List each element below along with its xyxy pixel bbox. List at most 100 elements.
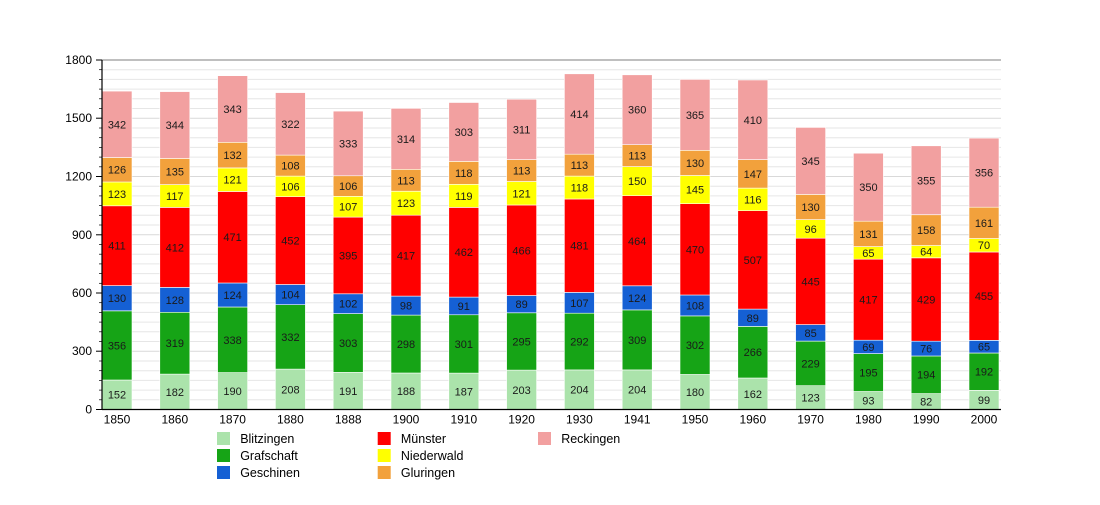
svg-text:466: 466 bbox=[512, 245, 530, 257]
svg-text:411: 411 bbox=[108, 241, 126, 253]
svg-text:1900: 1900 bbox=[393, 413, 420, 427]
svg-text:128: 128 bbox=[166, 295, 184, 307]
svg-text:481: 481 bbox=[570, 241, 588, 253]
svg-text:333: 333 bbox=[339, 138, 357, 150]
svg-text:113: 113 bbox=[397, 175, 415, 187]
svg-text:124: 124 bbox=[223, 290, 241, 302]
svg-text:417: 417 bbox=[859, 295, 877, 307]
svg-text:82: 82 bbox=[920, 397, 932, 409]
svg-text:190: 190 bbox=[223, 386, 241, 398]
svg-text:152: 152 bbox=[108, 390, 126, 402]
svg-text:417: 417 bbox=[397, 251, 415, 263]
svg-text:130: 130 bbox=[801, 202, 819, 214]
svg-text:365: 365 bbox=[686, 110, 704, 122]
svg-text:301: 301 bbox=[455, 339, 473, 351]
svg-text:65: 65 bbox=[978, 342, 990, 354]
svg-text:204: 204 bbox=[570, 385, 588, 397]
svg-text:Gluringen: Gluringen bbox=[401, 466, 455, 480]
svg-text:1990: 1990 bbox=[913, 413, 940, 427]
svg-text:332: 332 bbox=[281, 332, 299, 344]
svg-text:344: 344 bbox=[166, 120, 184, 132]
svg-text:1980: 1980 bbox=[855, 413, 882, 427]
svg-text:204: 204 bbox=[628, 385, 646, 397]
svg-text:Grafschaft: Grafschaft bbox=[240, 449, 298, 463]
svg-text:150: 150 bbox=[628, 176, 646, 188]
svg-text:1800: 1800 bbox=[65, 53, 92, 67]
svg-text:429: 429 bbox=[917, 295, 935, 307]
svg-text:208: 208 bbox=[281, 384, 299, 396]
svg-text:195: 195 bbox=[859, 368, 877, 380]
svg-text:356: 356 bbox=[108, 340, 126, 352]
svg-text:2000: 2000 bbox=[971, 413, 998, 427]
svg-text:107: 107 bbox=[339, 202, 357, 214]
svg-text:Geschinen: Geschinen bbox=[240, 466, 300, 480]
svg-text:188: 188 bbox=[397, 386, 415, 398]
svg-text:108: 108 bbox=[686, 300, 704, 312]
svg-text:194: 194 bbox=[917, 370, 935, 382]
svg-text:300: 300 bbox=[72, 344, 92, 358]
svg-text:900: 900 bbox=[72, 228, 92, 242]
svg-text:89: 89 bbox=[515, 299, 527, 311]
svg-text:64: 64 bbox=[920, 247, 932, 259]
svg-text:76: 76 bbox=[920, 344, 932, 356]
svg-text:135: 135 bbox=[166, 167, 184, 179]
svg-text:132: 132 bbox=[223, 150, 241, 162]
svg-text:470: 470 bbox=[686, 244, 704, 256]
svg-text:123: 123 bbox=[397, 198, 415, 210]
svg-text:464: 464 bbox=[628, 236, 646, 248]
svg-text:Münster: Münster bbox=[401, 432, 446, 446]
svg-text:70: 70 bbox=[978, 240, 990, 252]
svg-text:298: 298 bbox=[397, 339, 415, 351]
svg-text:145: 145 bbox=[686, 185, 704, 197]
svg-text:91: 91 bbox=[458, 301, 470, 313]
svg-text:Reckingen: Reckingen bbox=[561, 432, 620, 446]
svg-text:412: 412 bbox=[166, 242, 184, 254]
svg-text:1888: 1888 bbox=[335, 413, 362, 427]
svg-text:1970: 1970 bbox=[797, 413, 824, 427]
svg-text:410: 410 bbox=[744, 115, 762, 127]
svg-text:117: 117 bbox=[166, 191, 184, 203]
svg-text:182: 182 bbox=[166, 387, 184, 399]
svg-text:345: 345 bbox=[801, 156, 819, 168]
svg-text:350: 350 bbox=[859, 182, 877, 194]
svg-text:187: 187 bbox=[455, 386, 473, 398]
svg-text:445: 445 bbox=[801, 276, 819, 288]
svg-text:123: 123 bbox=[108, 189, 126, 201]
svg-text:Blitzingen: Blitzingen bbox=[240, 432, 294, 446]
svg-text:93: 93 bbox=[862, 396, 874, 408]
svg-text:322: 322 bbox=[281, 119, 299, 131]
svg-text:309: 309 bbox=[628, 335, 646, 347]
svg-text:98: 98 bbox=[400, 301, 412, 313]
svg-text:471: 471 bbox=[223, 232, 241, 244]
svg-text:266: 266 bbox=[744, 347, 762, 359]
svg-text:119: 119 bbox=[455, 191, 473, 203]
svg-text:355: 355 bbox=[917, 175, 935, 187]
svg-text:121: 121 bbox=[512, 188, 530, 200]
svg-text:1500: 1500 bbox=[65, 111, 92, 125]
svg-text:295: 295 bbox=[512, 336, 530, 348]
svg-text:1920: 1920 bbox=[508, 413, 535, 427]
svg-text:303: 303 bbox=[455, 127, 473, 139]
svg-text:89: 89 bbox=[747, 313, 759, 325]
svg-text:314: 314 bbox=[397, 134, 415, 146]
svg-text:311: 311 bbox=[513, 124, 531, 136]
svg-text:106: 106 bbox=[339, 181, 357, 193]
svg-text:121: 121 bbox=[223, 175, 241, 187]
svg-text:360: 360 bbox=[628, 105, 646, 117]
svg-text:1941: 1941 bbox=[624, 413, 651, 427]
svg-text:118: 118 bbox=[455, 168, 473, 180]
svg-text:158: 158 bbox=[917, 225, 935, 237]
svg-text:302: 302 bbox=[686, 340, 704, 352]
svg-text:130: 130 bbox=[686, 158, 704, 170]
svg-text:319: 319 bbox=[166, 338, 184, 350]
svg-text:292: 292 bbox=[570, 337, 588, 349]
svg-text:106: 106 bbox=[281, 181, 299, 193]
svg-text:1950: 1950 bbox=[682, 413, 709, 427]
svg-text:161: 161 bbox=[975, 218, 993, 230]
svg-text:1910: 1910 bbox=[450, 413, 477, 427]
svg-text:113: 113 bbox=[513, 166, 531, 178]
svg-text:118: 118 bbox=[571, 183, 589, 195]
svg-text:1860: 1860 bbox=[161, 413, 188, 427]
svg-text:342: 342 bbox=[108, 119, 126, 131]
svg-text:65: 65 bbox=[862, 248, 874, 260]
